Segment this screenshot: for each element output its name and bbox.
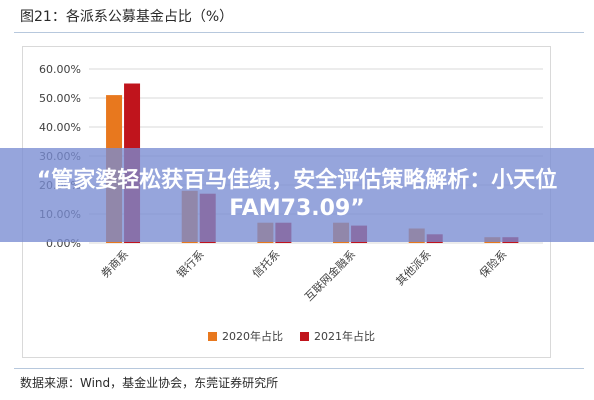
title-rule: [14, 32, 584, 33]
x-tick-label: 保险系: [476, 247, 509, 280]
x-tick-label: 其他派系: [394, 248, 434, 288]
overlay-banner: “管家婆轻松获百马佳绩，安全评估策略解析：小天位FAM73.09”: [0, 148, 594, 242]
legend-label: 2021年占比: [314, 329, 375, 343]
legend-swatch: [300, 332, 309, 341]
x-tick-label: 银行系: [174, 247, 207, 280]
source-note: 数据来源：Wind，基金业协会，东莞证券研究所: [20, 376, 279, 390]
overlay-headline: “管家婆轻松获百马佳绩，安全评估策略解析：小天位FAM73.09”: [36, 168, 558, 221]
x-tick-label: 券商系: [98, 247, 131, 280]
x-tick-label: 信托系: [249, 247, 282, 280]
legend-label: 2020年占比: [222, 329, 283, 343]
legend-swatch: [208, 332, 217, 341]
source-rule: [14, 368, 584, 369]
y-tick-label: 50.00%: [39, 92, 81, 105]
y-tick-label: 40.00%: [39, 121, 81, 134]
y-tick-label: 60.00%: [39, 63, 81, 76]
figure-title: 图21：各派系公募基金占比（%）: [20, 9, 234, 25]
x-tick-label: 互联网金融系: [302, 247, 359, 304]
